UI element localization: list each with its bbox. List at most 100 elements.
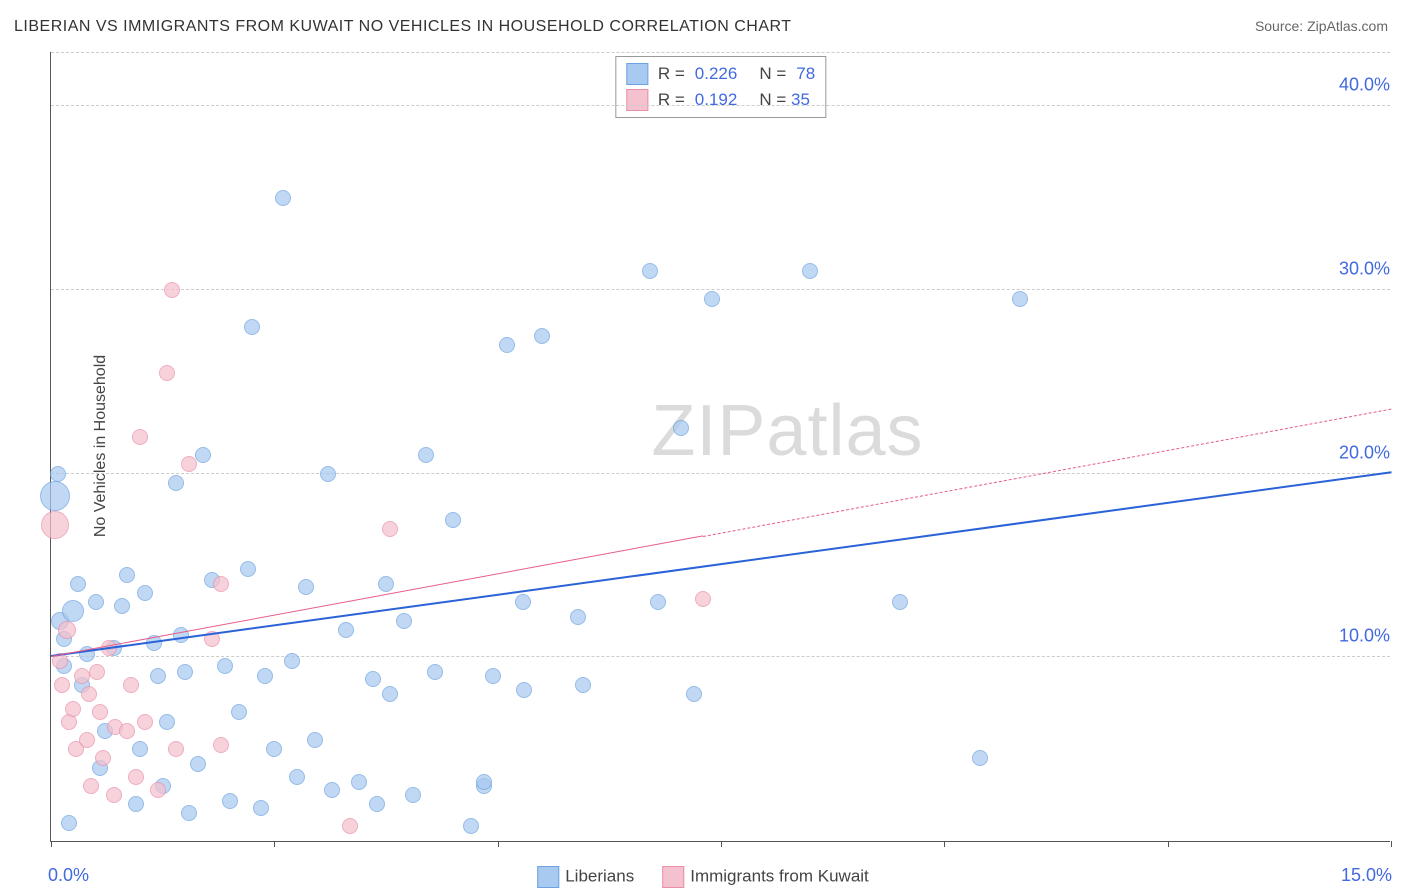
data-point: [70, 576, 86, 592]
legend-swatch-icon: [662, 866, 684, 888]
legend-label-2: Immigrants from Kuwait: [690, 866, 869, 885]
data-point: [128, 796, 144, 812]
data-point: [132, 429, 148, 445]
r-label: R =: [658, 90, 685, 110]
data-point: [445, 512, 461, 528]
data-point: [405, 787, 421, 803]
x-tick: [1168, 841, 1169, 847]
data-point: [62, 600, 84, 622]
data-point: [213, 576, 229, 592]
data-point: [369, 796, 385, 812]
x-axis-start: 0.0%: [48, 865, 89, 886]
y-tick-label: 20.0%: [1335, 442, 1394, 463]
stats-row-2: R = 0.192 N = 35: [626, 87, 815, 113]
chart-title: LIBERIAN VS IMMIGRANTS FROM KUWAIT NO VE…: [14, 18, 792, 36]
data-point: [74, 668, 90, 684]
legend-swatch-1: [626, 63, 648, 85]
data-point: [177, 664, 193, 680]
data-point: [324, 782, 340, 798]
data-point: [253, 800, 269, 816]
data-point: [686, 686, 702, 702]
data-point: [195, 447, 211, 463]
data-point: [418, 447, 434, 463]
data-point: [673, 420, 689, 436]
data-point: [266, 741, 282, 757]
data-point: [132, 741, 148, 757]
gridline: [51, 473, 1390, 474]
data-point: [114, 598, 130, 614]
source-prefix: Source:: [1255, 18, 1307, 34]
data-point: [168, 475, 184, 491]
data-point: [128, 769, 144, 785]
legend-swatch-icon: [537, 866, 559, 888]
data-point: [516, 682, 532, 698]
stats-legend: R = 0.226 N = 78 R = 0.192 N = 35: [615, 56, 826, 118]
data-point: [378, 576, 394, 592]
watermark-bold: ZIP: [651, 391, 766, 471]
data-point: [476, 774, 492, 790]
data-point: [704, 291, 720, 307]
data-point: [159, 365, 175, 381]
data-point: [181, 456, 197, 472]
y-tick-label: 10.0%: [1335, 626, 1394, 647]
data-point: [642, 263, 658, 279]
x-tick: [51, 841, 52, 847]
data-point: [342, 818, 358, 834]
legend-item-1: Liberians: [537, 866, 634, 888]
data-point: [137, 585, 153, 601]
watermark-light: atlas: [766, 391, 923, 471]
data-point: [173, 627, 189, 643]
data-point: [181, 805, 197, 821]
data-point: [499, 337, 515, 353]
source-name: ZipAtlas.com: [1307, 18, 1388, 34]
data-point: [58, 621, 76, 639]
data-point: [50, 466, 66, 482]
data-point: [802, 263, 818, 279]
data-point: [92, 704, 108, 720]
data-point: [534, 328, 550, 344]
r-value-2: 0.192: [695, 90, 738, 110]
data-point: [106, 787, 122, 803]
data-point: [81, 686, 97, 702]
x-tick: [721, 841, 722, 847]
data-point: [217, 658, 233, 674]
gridline: [51, 105, 1390, 106]
n-value-1: 78: [796, 64, 815, 84]
data-point: [240, 561, 256, 577]
data-point: [79, 732, 95, 748]
data-point: [213, 737, 229, 753]
data-point: [485, 668, 501, 684]
data-point: [257, 668, 273, 684]
data-point: [365, 671, 381, 687]
data-point: [190, 756, 206, 772]
data-point: [382, 521, 398, 537]
data-point: [119, 567, 135, 583]
data-point: [396, 613, 412, 629]
data-point: [570, 609, 586, 625]
data-point: [41, 511, 69, 539]
data-point: [54, 677, 70, 693]
data-point: [150, 668, 166, 684]
scatter-chart: ZIPatlas R = 0.226 N = 78 R = 0.192 N = …: [50, 52, 1390, 842]
data-point: [168, 741, 184, 757]
data-point: [150, 782, 166, 798]
data-point: [351, 774, 367, 790]
data-point: [427, 664, 443, 680]
data-point: [695, 591, 711, 607]
data-point: [119, 723, 135, 739]
x-axis-end: 15.0%: [1341, 865, 1392, 886]
data-point: [83, 778, 99, 794]
data-point: [284, 653, 300, 669]
data-point: [159, 714, 175, 730]
series-legend: Liberians Immigrants from Kuwait: [537, 866, 869, 888]
n-label: N =: [759, 64, 786, 84]
data-point: [88, 594, 104, 610]
data-point: [1012, 291, 1028, 307]
data-point: [463, 818, 479, 834]
r-label: R =: [658, 64, 685, 84]
data-point: [382, 686, 398, 702]
n-label: N = 35: [759, 90, 810, 110]
data-point: [137, 714, 153, 730]
legend-item-2: Immigrants from Kuwait: [662, 866, 869, 888]
gridline: [51, 52, 1390, 53]
